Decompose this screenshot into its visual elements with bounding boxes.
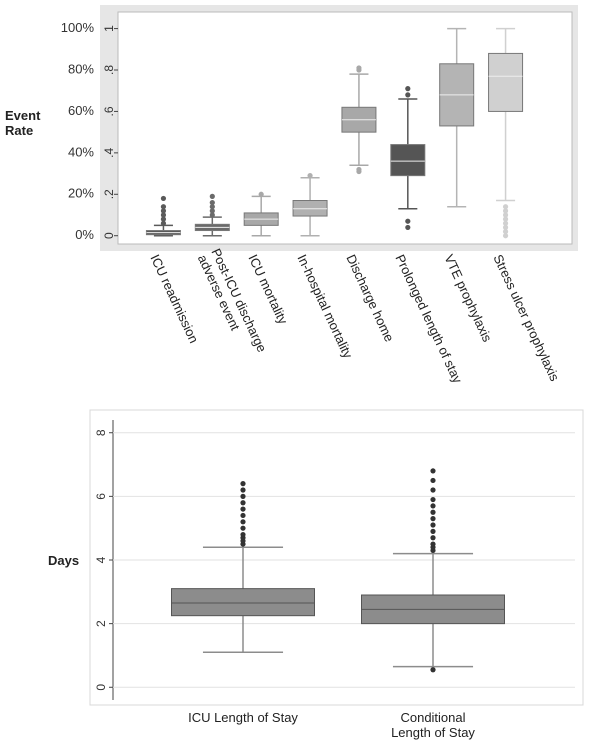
y-title: Event Rate (5, 108, 41, 138)
box (488, 52, 524, 112)
outlier (502, 233, 509, 239)
y-tick-label: .6 (102, 106, 116, 116)
y-tick-label: 0 (94, 684, 108, 691)
outlier (240, 493, 246, 499)
outlier (405, 218, 411, 224)
outlier (430, 535, 436, 541)
outlier (160, 220, 167, 226)
y2-tick-label: 100% (61, 20, 95, 35)
y-tick-label: 8 (94, 429, 108, 436)
outlier (209, 204, 215, 210)
outlier (430, 528, 436, 534)
outlier (502, 224, 509, 231)
outlier (502, 212, 509, 218)
y-tick-label: 1 (102, 25, 116, 32)
outlier (430, 509, 436, 515)
outlier (405, 224, 411, 231)
outlier (502, 208, 509, 214)
y-tick-label: 0 (102, 232, 116, 239)
box (171, 588, 315, 617)
outlier (240, 519, 246, 525)
outlier (240, 487, 246, 493)
outlier (502, 204, 509, 210)
x-tick-label: Conditional Length of Stay (391, 710, 475, 740)
outlier (240, 512, 246, 519)
outlier (356, 168, 362, 175)
outlier (209, 199, 215, 206)
outlier (160, 216, 167, 222)
outlier (160, 204, 167, 210)
outlier (502, 216, 509, 222)
outlier (240, 481, 246, 487)
y-tick-label: .2 (102, 189, 116, 199)
outlier (405, 86, 411, 92)
y-title: Days (48, 553, 80, 568)
outlier (209, 193, 215, 199)
outlier (430, 503, 436, 509)
y2-tick-label: 20% (68, 186, 94, 201)
x-tick-label: ICU Length of Stay (188, 710, 298, 725)
outlier (430, 522, 436, 528)
outlier (240, 531, 246, 538)
y2-tick-label: 40% (68, 144, 94, 159)
outlier (258, 191, 264, 197)
outlier (502, 228, 509, 235)
panel-bottom (89, 409, 584, 706)
y-tick-label: 6 (94, 493, 108, 500)
outlier (160, 208, 167, 214)
y-tick-label: .8 (102, 65, 116, 75)
outlier (209, 208, 215, 214)
outlier (430, 516, 436, 522)
outlier (405, 92, 411, 98)
outlier (430, 468, 436, 474)
y2-tick-label: 60% (68, 103, 94, 118)
outlier (160, 212, 167, 218)
y-tick-label: 4 (94, 556, 108, 563)
box (390, 144, 426, 177)
y-tick-label: 2 (94, 620, 108, 627)
y2-tick-label: 80% (68, 61, 94, 76)
outlier (160, 195, 167, 202)
y2-tick-label: 0% (75, 227, 94, 242)
outlier (430, 541, 436, 547)
outlier (240, 506, 246, 512)
outlier (209, 212, 215, 218)
outlier (240, 500, 246, 506)
outlier (307, 173, 313, 179)
outlier (240, 525, 246, 531)
outlier (356, 65, 362, 71)
outlier (430, 667, 436, 673)
outlier (430, 496, 436, 503)
outlier (430, 487, 436, 493)
outlier (502, 220, 509, 226)
y-tick-label: .4 (102, 148, 116, 158)
box (292, 200, 328, 217)
outlier (430, 477, 436, 484)
